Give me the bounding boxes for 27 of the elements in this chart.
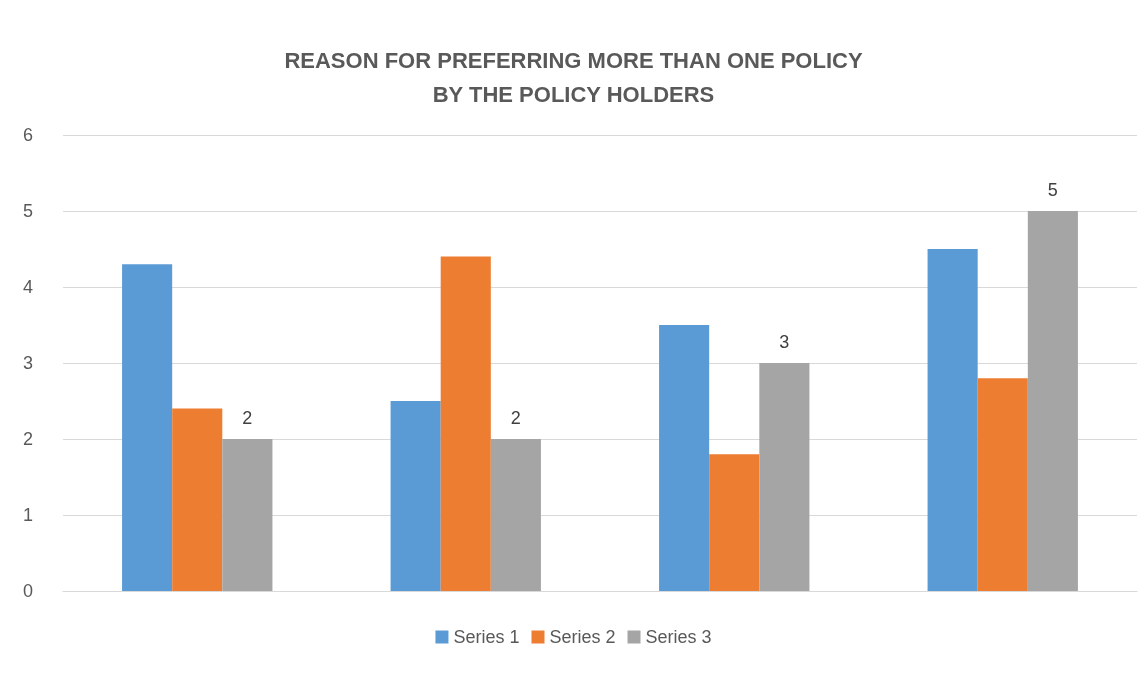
y-tick-label: 2 — [22, 429, 33, 449]
bar — [659, 325, 710, 591]
bar — [759, 363, 810, 591]
data-label: 2 — [242, 408, 253, 428]
bar — [927, 249, 978, 591]
data-label: 2 — [510, 408, 521, 428]
bar — [222, 439, 273, 591]
data-label: 5 — [1047, 180, 1058, 200]
legend-label: Series 1 — [453, 627, 520, 647]
y-tick-label: 1 — [22, 505, 33, 525]
bar — [122, 264, 173, 591]
data-label: 3 — [779, 332, 790, 352]
y-tick-label: 5 — [22, 201, 33, 221]
bar — [1027, 211, 1078, 591]
y-tick-label: 6 — [22, 125, 33, 145]
bar — [440, 256, 491, 591]
y-tick-label: 4 — [22, 277, 33, 297]
bar — [172, 408, 223, 591]
y-tick-label: 0 — [22, 581, 33, 601]
bar — [709, 454, 760, 591]
bar — [490, 439, 541, 591]
legend-label: Series 2 — [549, 627, 616, 647]
bar — [977, 378, 1028, 591]
legend-label: Series 3 — [645, 627, 712, 647]
y-tick-label: 3 — [22, 353, 33, 373]
bar — [390, 401, 441, 591]
chart-title: REASON FOR PREFERRING MORE THAN ONE POLICY BY THE POLICY HOLDERS — [284, 47, 863, 107]
